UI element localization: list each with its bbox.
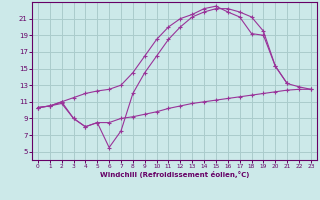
X-axis label: Windchill (Refroidissement éolien,°C): Windchill (Refroidissement éolien,°C) xyxy=(100,171,249,178)
